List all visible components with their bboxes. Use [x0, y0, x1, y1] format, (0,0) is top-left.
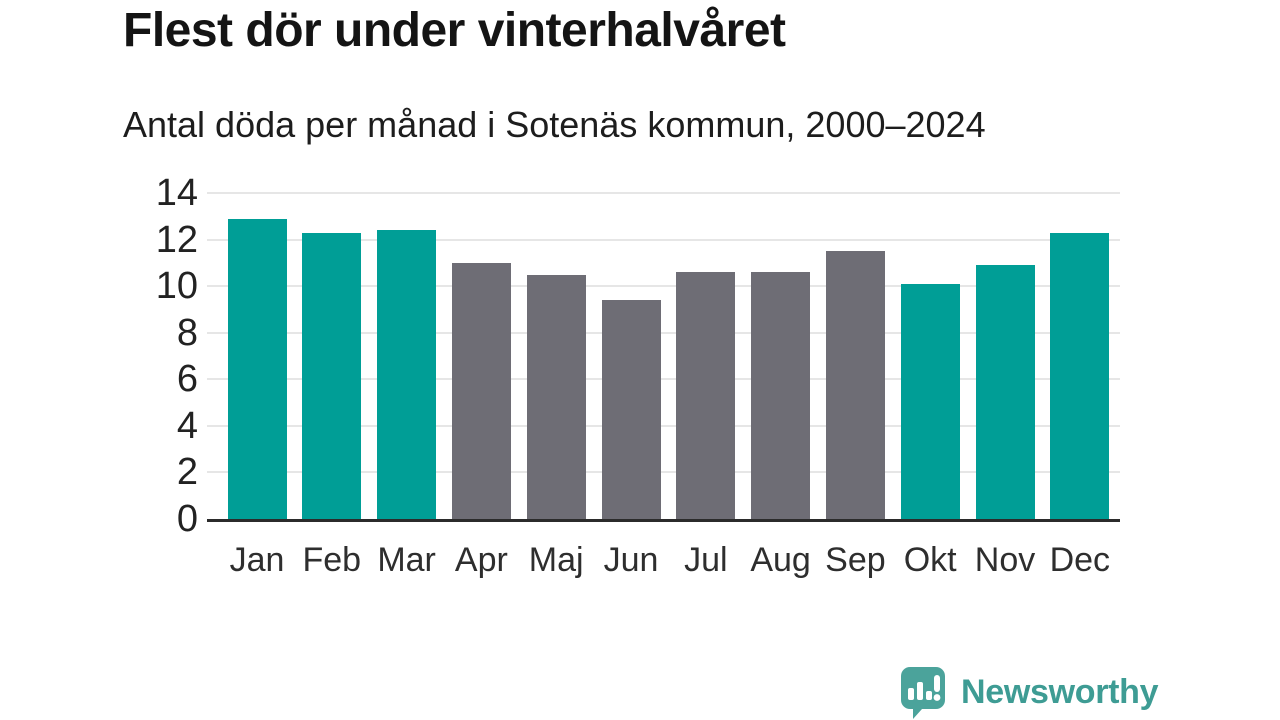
bar-jul [676, 272, 736, 519]
y-tick-label-12: 12 [155, 218, 198, 261]
bar-apr [451, 262, 511, 519]
bar-jan [227, 218, 287, 519]
x-tick-label-sep: Sep [825, 541, 886, 579]
x-tick-label-nov: Nov [974, 541, 1036, 579]
gridline-4 [207, 424, 1120, 427]
chart-subtitle: Antal döda per månad i Sotenäs kommun, 2… [123, 104, 986, 145]
bar-sep [825, 251, 885, 519]
bar-dec [1050, 232, 1110, 519]
gridline-14 [207, 192, 1120, 194]
x-tick-label-jan: Jan [229, 541, 285, 579]
x-tick-label-okt: Okt [903, 541, 957, 579]
x-tick-label-maj: Maj [528, 541, 584, 579]
x-tick-label-mar: Mar [377, 541, 436, 579]
bar-okt [900, 283, 960, 519]
x-tick-label-jul: Jul [684, 541, 728, 579]
x-tick-label-apr: Apr [454, 541, 508, 579]
y-tick-label-14: 14 [155, 172, 198, 214]
y-tick-label-8: 8 [176, 311, 198, 354]
gridline-2 [207, 471, 1120, 474]
bar-jun [601, 300, 661, 519]
y-tick-label-0: 0 [176, 498, 198, 540]
y-tick-label-6: 6 [176, 358, 198, 401]
y-tick-label-2: 2 [176, 451, 198, 494]
x-tick-label-dec: Dec [1049, 541, 1111, 579]
plot-area [207, 192, 1120, 519]
bar-feb [302, 232, 362, 519]
gridline-12 [207, 238, 1120, 241]
newsworthy-logo: Newsworthy [897, 665, 1159, 719]
y-tick-label-4: 4 [176, 404, 198, 447]
gridline-8 [207, 331, 1120, 334]
bar-maj [526, 274, 586, 519]
newsworthy-wordmark: Newsworthy [961, 672, 1159, 711]
x-tick-label-aug: Aug [750, 541, 811, 579]
gridline-6 [207, 378, 1120, 381]
gridline-10 [207, 285, 1120, 288]
y-tick-label-10: 10 [155, 265, 198, 308]
bar-nov [975, 265, 1035, 519]
x-tick-label-jun: Jun [603, 541, 659, 579]
bar-chart-speech-bubble-icon [901, 667, 945, 719]
x-axis-line [207, 519, 1120, 522]
bar-mar [377, 230, 437, 519]
chart-title: Flest dör under vinterhalvåret [123, 4, 786, 57]
x-tick-label-feb: Feb [302, 541, 362, 579]
bar-aug [751, 272, 811, 519]
